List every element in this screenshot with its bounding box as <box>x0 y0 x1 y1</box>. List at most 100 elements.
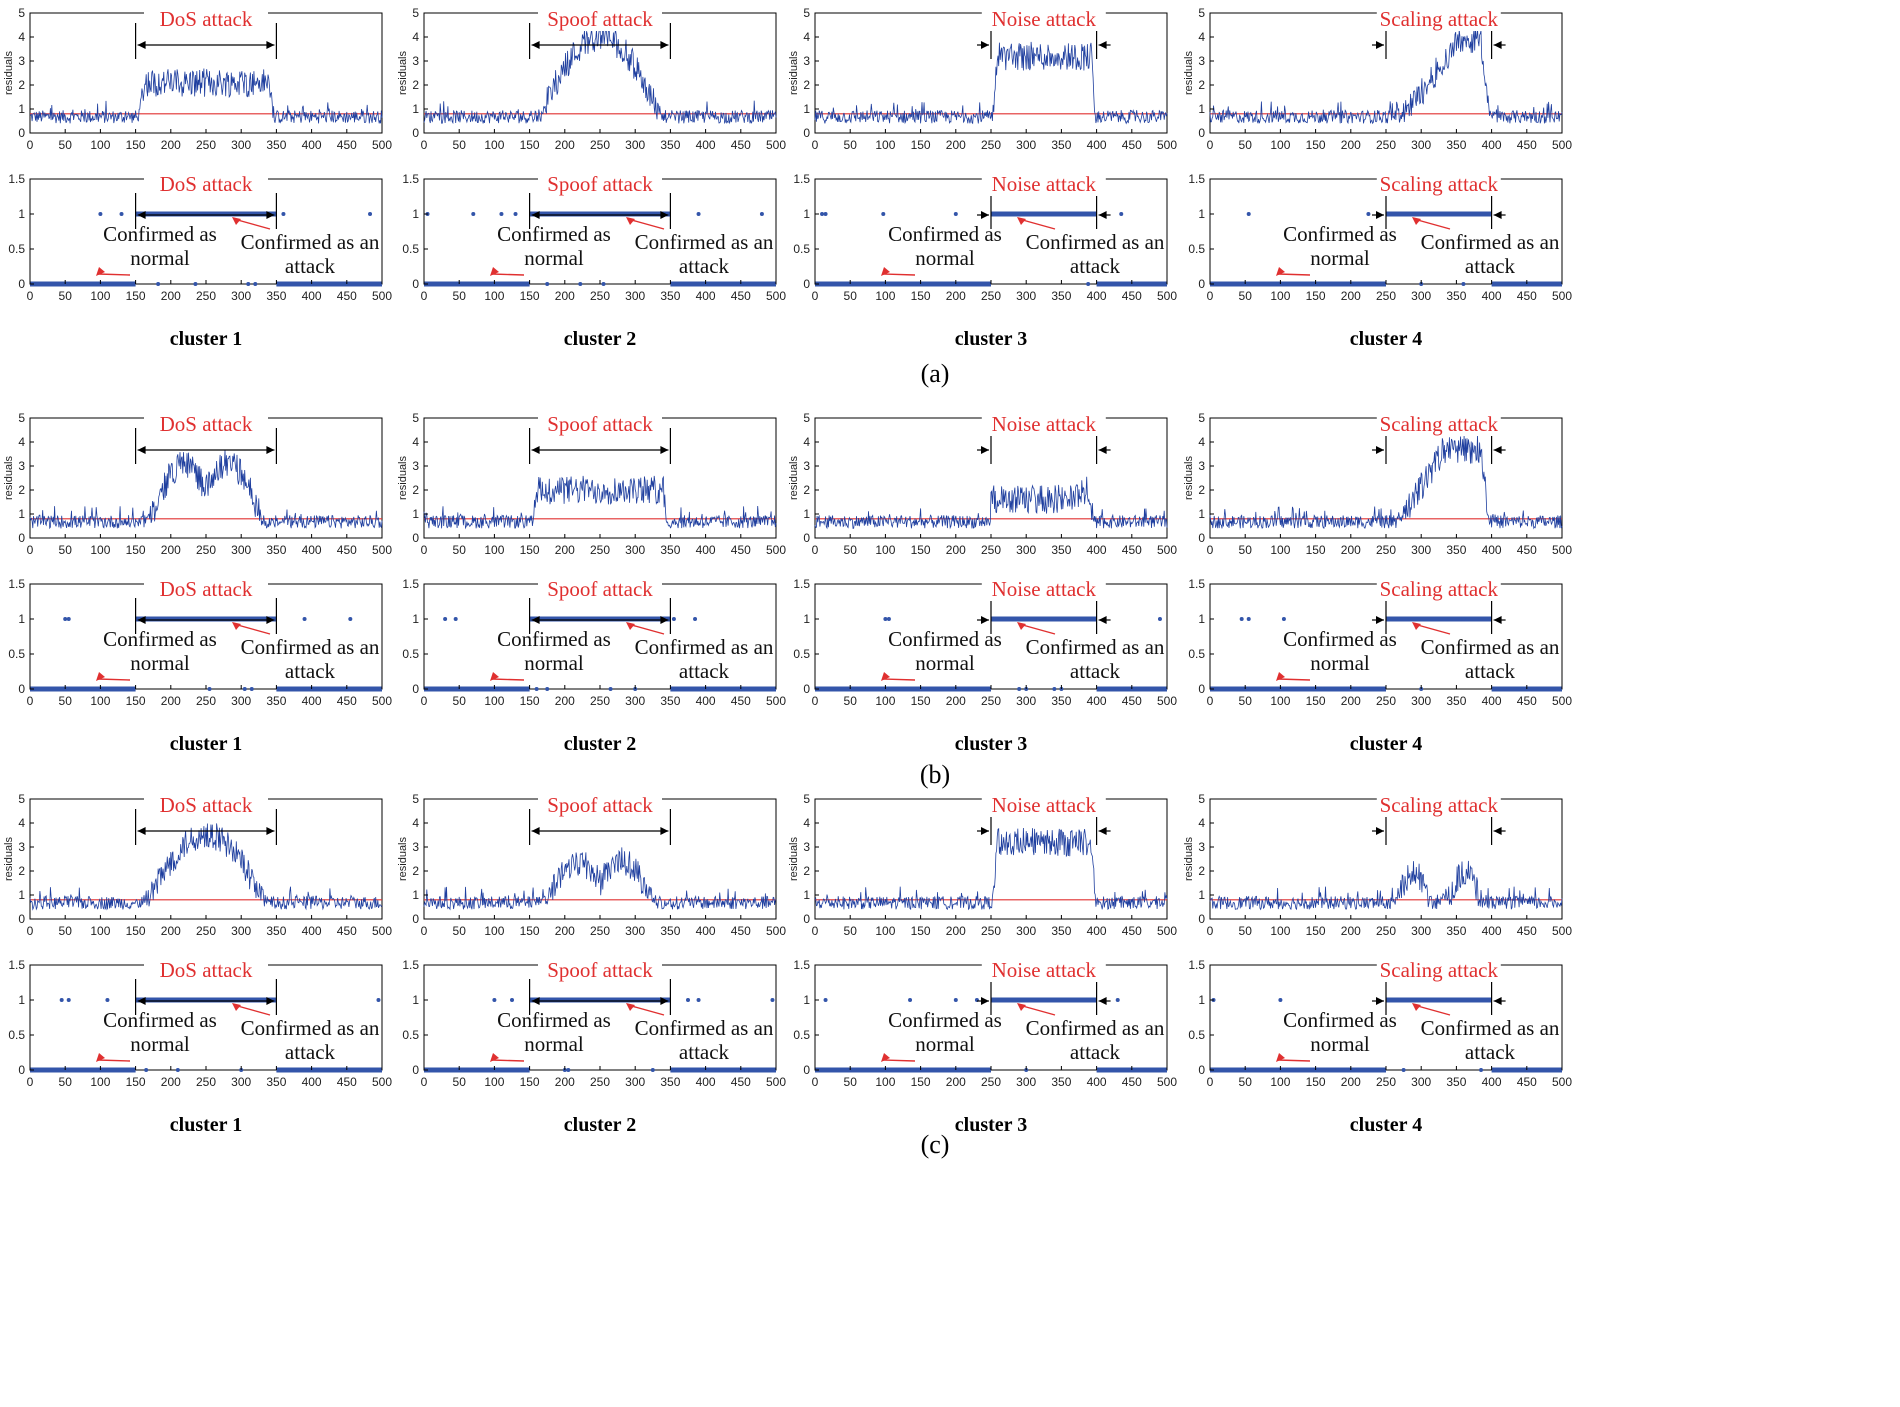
outlier-point <box>1246 212 1251 216</box>
x-tick-label: 0 <box>421 1075 428 1089</box>
y-tick-label: 4 <box>412 435 419 449</box>
y-tick-label: 1 <box>803 612 810 626</box>
annotation-normal-line1: Confirmed as <box>497 1008 611 1032</box>
attack-label: Noise attack <box>992 7 1097 31</box>
y-tick-label: 0.5 <box>793 1028 810 1042</box>
x-tick-label: 450 <box>731 924 751 938</box>
outlier-point <box>608 687 613 691</box>
x-tick-label: 200 <box>161 694 181 708</box>
x-tick-label: 350 <box>266 289 286 303</box>
x-tick-label: 400 <box>1087 924 1107 938</box>
x-tick-label: 350 <box>660 138 680 152</box>
attack-label: DoS attack <box>160 577 253 601</box>
y-tick-label: 1 <box>18 507 25 521</box>
x-tick-label: 350 <box>1051 1075 1071 1089</box>
x-tick-label: 150 <box>126 924 146 938</box>
x-tick-label: 450 <box>1517 1075 1537 1089</box>
x-tick-label: 200 <box>946 924 966 938</box>
y-tick-label: 1.5 <box>402 958 419 972</box>
x-tick-label: 50 <box>453 924 467 938</box>
x-tick-label: 500 <box>766 694 786 708</box>
x-tick-label: 500 <box>1157 924 1177 938</box>
annotation-normal-line1: Confirmed as <box>1283 627 1397 651</box>
x-tick-label: 450 <box>1122 138 1142 152</box>
x-tick-label: 300 <box>625 1075 645 1089</box>
attack-label-bg <box>144 172 268 196</box>
outlier-point <box>1115 998 1120 1002</box>
outlier-point <box>156 282 161 286</box>
outlier-point <box>368 212 373 216</box>
x-tick-label: 500 <box>1552 138 1572 152</box>
x-tick-label: 50 <box>59 694 73 708</box>
x-tick-label: 300 <box>625 694 645 708</box>
annotation-attack-line1: Confirmed as an <box>241 635 380 659</box>
residual-series <box>814 827 1168 911</box>
x-tick-label: 250 <box>981 138 1001 152</box>
arrowhead <box>1493 41 1502 49</box>
y-tick-label: 2 <box>803 78 810 92</box>
annotation-attack-line2: attack <box>1465 1040 1516 1064</box>
x-tick-label: 50 <box>453 543 467 557</box>
x-tick-label: 500 <box>766 1075 786 1089</box>
arrowhead <box>1376 446 1384 454</box>
attack-label: DoS attack <box>160 7 253 31</box>
y-tick-label: 1 <box>18 888 25 902</box>
y-tick-label: 4 <box>412 30 419 44</box>
x-tick-label: 350 <box>1446 543 1466 557</box>
outlier-point <box>193 282 198 286</box>
annotation-arrow <box>627 623 665 635</box>
x-tick-label: 250 <box>981 694 1001 708</box>
outlier-point <box>144 1068 149 1072</box>
y-tick-label: 2 <box>18 78 25 92</box>
x-tick-label: 50 <box>844 543 858 557</box>
attack-label-bg <box>144 958 268 982</box>
x-tick-label: 250 <box>196 289 216 303</box>
x-tick-label: 450 <box>337 1075 357 1089</box>
y-tick-label: 1 <box>1198 207 1205 221</box>
outlier-point <box>823 998 828 1002</box>
y-tick-label: 1 <box>18 993 25 1007</box>
x-tick-label: 50 <box>59 543 73 557</box>
attack-label: DoS attack <box>160 958 253 982</box>
y-tick-label: 4 <box>18 435 25 449</box>
y-tick-label: 2 <box>412 78 419 92</box>
residual-series <box>1209 27 1563 125</box>
y-tick-label: 3 <box>412 840 419 854</box>
y-tick-label: 0 <box>18 682 25 696</box>
x-tick-label: 100 <box>90 138 110 152</box>
attack-label: Noise attack <box>992 577 1097 601</box>
y-tick-label: 1 <box>412 993 419 1007</box>
attack-label: Scaling attack <box>1380 793 1499 817</box>
x-tick-label: 150 <box>126 543 146 557</box>
annotation-arrow <box>1018 1004 1056 1016</box>
y-tick-label: 5 <box>803 6 810 20</box>
x-tick-label: 0 <box>27 694 34 708</box>
x-tick-label: 300 <box>1016 1075 1036 1089</box>
cluster-label: cluster 2 <box>564 733 636 755</box>
attack-label-bg <box>144 577 268 601</box>
annotation-normal-line2: normal <box>1310 246 1370 270</box>
x-tick-label: 400 <box>1087 1075 1107 1089</box>
annotation-attack-line1: Confirmed as an <box>635 230 774 254</box>
residual-series <box>814 476 1168 530</box>
x-tick-label: 400 <box>696 543 716 557</box>
y-tick-label: 0.5 <box>8 647 25 661</box>
y-tick-label: 1.5 <box>793 172 810 186</box>
x-tick-label: 300 <box>1411 543 1431 557</box>
annotation-arrowhead <box>1412 1003 1421 1011</box>
cluster-label: cluster 2 <box>564 1114 636 1136</box>
x-tick-label: 100 <box>875 289 895 303</box>
x-tick-label: 400 <box>696 138 716 152</box>
annotation-arrowhead <box>232 217 241 225</box>
attack-label-bg <box>1376 577 1501 601</box>
annotation-normal-line1: Confirmed as <box>888 222 1002 246</box>
arrowhead <box>1376 827 1384 835</box>
arrowhead <box>1493 446 1502 454</box>
arrowhead <box>1098 827 1107 835</box>
x-tick-label: 200 <box>555 1075 575 1089</box>
annotation-arrowhead <box>626 217 635 225</box>
annotation-arrow <box>1277 273 1311 276</box>
